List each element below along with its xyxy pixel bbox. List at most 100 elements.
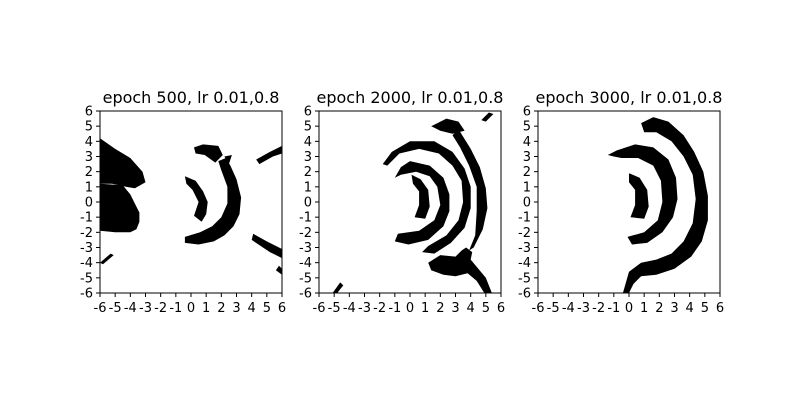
y-tick-label: -1 (80, 211, 93, 226)
class-region (382, 141, 471, 254)
y-tick-label: 3 (523, 150, 531, 165)
x-tick-label: 3 (232, 301, 240, 316)
y-tick-label: 4 (304, 135, 312, 150)
y-tick-label: 6 (85, 105, 93, 120)
plot-background (538, 111, 720, 293)
y-tick-label: 3 (304, 150, 312, 165)
x-tick-label: -6 (532, 301, 545, 316)
x-tick-label: 1 (202, 301, 210, 316)
class-region (100, 183, 140, 233)
x-tick-label: -1 (607, 301, 620, 316)
class-region (184, 158, 242, 245)
x-tick-label: 1 (640, 301, 648, 316)
class-region (428, 247, 492, 293)
class-region (100, 253, 114, 265)
class-region (184, 176, 208, 222)
x-tick-label: -5 (328, 301, 341, 316)
y-tick-label: 5 (85, 120, 93, 135)
x-tick-label: 2 (217, 301, 225, 316)
x-tick-label: -2 (373, 301, 386, 316)
y-tick-label: -6 (299, 287, 312, 302)
y-tick-label: -2 (299, 226, 312, 241)
class-region (194, 144, 223, 163)
x-tick-label: -3 (577, 301, 590, 316)
panel-3: epoch 3000, lr 0.01,0.8 -6 -5 -4 -3 -2 -1 0 1 2 3… (518, 88, 724, 316)
y-tick-label: 0 (85, 196, 93, 211)
x-tick-label: 4 (467, 301, 475, 316)
class-region (607, 144, 678, 245)
x-tick-label: -2 (592, 301, 605, 316)
x-tick-label: 6 (278, 301, 286, 316)
y-tick-label: -6 (80, 287, 93, 302)
class-region (100, 138, 146, 189)
decision-regions (100, 138, 282, 275)
panel-title: epoch 500, lr 0.01,0.8 (103, 88, 280, 107)
x-tick-label: -4 (124, 301, 137, 316)
x-tick-label: 5 (482, 301, 490, 316)
class-region (481, 112, 494, 122)
y-tick-label: -4 (299, 256, 312, 271)
y-tick-label: 1 (523, 180, 531, 195)
class-region (224, 155, 232, 165)
x-tick-label: -3 (358, 301, 371, 316)
y-tick-label: 1 (85, 180, 93, 195)
panel-2: epoch 2000, lr 0.01,0.8 -6 -5 -4 -3 -2 -1 0 1 2 3… (299, 88, 505, 316)
x-tick-label: 0 (187, 301, 195, 316)
x-tick-label: -6 (94, 301, 107, 316)
decision-regions (332, 112, 494, 293)
x-tick-label: -5 (109, 301, 122, 316)
class-region (332, 282, 344, 293)
y-tick-label: -2 (518, 226, 531, 241)
y-tick-label: -3 (518, 241, 531, 256)
class-region (251, 233, 282, 259)
y-tick-label: 6 (523, 105, 531, 120)
class-region (411, 174, 430, 219)
x-tick-label: 3 (670, 301, 678, 316)
x-tick-label: -6 (313, 301, 326, 316)
x-tick-label: 3 (451, 301, 459, 316)
x-tick-label: 0 (406, 301, 414, 316)
y-tick-label: -1 (518, 211, 531, 226)
x-tick-label: 2 (655, 301, 663, 316)
y-tick-label: 5 (304, 120, 312, 135)
x-tick-label: 2 (436, 301, 444, 316)
x-tick-label: -1 (388, 301, 401, 316)
x-tick-label: 6 (497, 301, 505, 316)
y-tick-label: -2 (80, 226, 93, 241)
y-tick-label: -3 (299, 241, 312, 256)
y-tick-label: 2 (304, 165, 312, 180)
x-tick-label: -2 (154, 301, 167, 316)
y-tick-label: 1 (304, 180, 312, 195)
y-tick-label: 3 (85, 150, 93, 165)
y-tick-label: -4 (518, 256, 531, 271)
y-tick-label: 2 (523, 165, 531, 180)
y-tick-label: 5 (523, 120, 531, 135)
y-tick-label: 0 (523, 196, 531, 211)
y-tick-label: -5 (518, 271, 531, 286)
class-region (394, 161, 450, 245)
x-tick-label: 6 (716, 301, 724, 316)
x-tick-label: 1 (421, 301, 429, 316)
y-tick-label: -4 (80, 256, 93, 271)
panel-title: epoch 2000, lr 0.01,0.8 (317, 88, 504, 107)
y-tick-label: -5 (299, 271, 312, 286)
y-tick-label: 6 (304, 105, 312, 120)
class-region (275, 265, 282, 275)
x-tick-label: -1 (169, 301, 182, 316)
y-tick-label: -5 (80, 271, 93, 286)
x-tick-label: 5 (263, 301, 271, 316)
class-region (431, 118, 465, 134)
y-tick-label: -6 (518, 287, 531, 302)
class-region (629, 173, 649, 219)
decision-regions (607, 117, 708, 293)
class-region (256, 145, 282, 165)
y-tick-label: 4 (85, 135, 93, 150)
panel-title: epoch 3000, lr 0.01,0.8 (536, 88, 723, 107)
x-tick-label: 0 (625, 301, 633, 316)
x-tick-label: -3 (139, 301, 152, 316)
y-tick-label: 0 (304, 196, 312, 211)
class-region (100, 153, 116, 163)
class-region (622, 117, 708, 293)
x-tick-label: -5 (547, 301, 560, 316)
